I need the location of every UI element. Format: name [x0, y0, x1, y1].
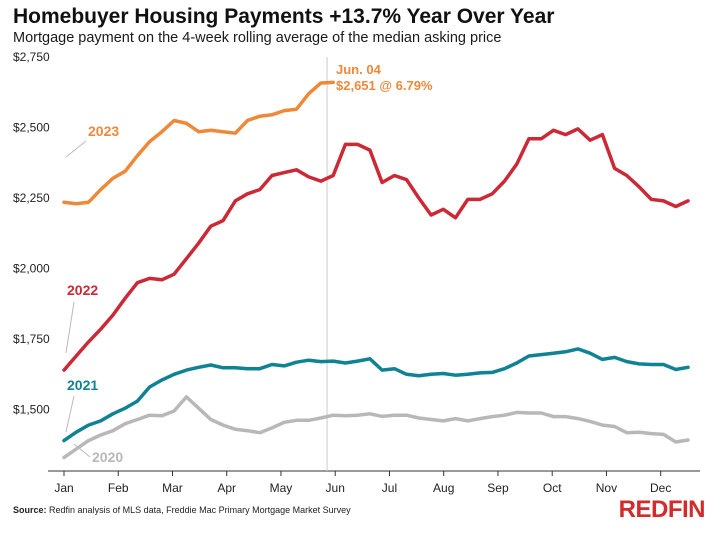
- source-note: Source: Redfin analysis of MLS data, Fre…: [13, 505, 351, 515]
- x-tick-label: May: [270, 481, 293, 495]
- series-label-2022: 2022: [67, 282, 98, 298]
- x-tick-label: Jan: [54, 481, 73, 495]
- x-tick-label: Nov: [596, 481, 617, 495]
- y-tick-label: $2,000: [13, 262, 50, 276]
- series-label-2021: 2021: [67, 377, 98, 393]
- series-line-2021: [62, 347, 690, 443]
- x-tick-label: Oct: [543, 481, 562, 495]
- series-leader-2020: [73, 443, 91, 458]
- series-leader-2021: [65, 395, 75, 433]
- series-line-2020: [62, 395, 690, 460]
- x-tick-label: Jun: [326, 481, 345, 495]
- y-axis-ticks: $1,500 $1,750 $2,000 $2,250 $2,500 $2,750: [13, 50, 50, 417]
- chart-subtitle: Mortgage payment on the 4-week rolling a…: [13, 30, 502, 46]
- x-tick-label: Sep: [487, 481, 509, 495]
- annotation-date: Jun. 04: [336, 62, 382, 77]
- series-leader-2022: [65, 301, 75, 354]
- x-tick-label: Feb: [108, 481, 129, 495]
- chart-title: Homebuyer Housing Payments +13.7% Year O…: [13, 5, 555, 28]
- series-lines: [62, 80, 690, 460]
- series-line-2023: [62, 80, 335, 206]
- x-tick-label: Mar: [162, 481, 183, 495]
- x-tick-label: Dec: [650, 481, 671, 495]
- y-tick-label: $2,250: [13, 191, 50, 205]
- y-tick-label: $1,500: [13, 403, 50, 417]
- series-labels: 2023 2022 2021 2020: [65, 123, 123, 465]
- y-tick-label: $1,750: [13, 332, 50, 346]
- x-tick-label: Aug: [433, 481, 454, 495]
- annotation-value: $2,651 @ 6.79%: [336, 78, 433, 93]
- redfin-logo: REDFIN: [618, 496, 706, 523]
- x-tick-label: Jul: [382, 481, 397, 495]
- series-line-2022: [62, 127, 690, 372]
- source-label: Source:: [13, 505, 47, 515]
- series-leader-2023: [65, 140, 87, 158]
- series-label-2020: 2020: [92, 449, 123, 465]
- y-tick-label: $2,500: [13, 121, 50, 135]
- x-tick-label: Apr: [217, 481, 236, 495]
- x-axis-ticks: Jan Feb Mar Apr May Jun Jul Aug Sep Oct Nov Dec: [54, 471, 671, 495]
- series-label-2023: 2023: [88, 123, 119, 139]
- y-tick-label: $2,750: [13, 50, 50, 64]
- source-text: Redfin analysis of MLS data, Freddie Mac…: [49, 505, 351, 515]
